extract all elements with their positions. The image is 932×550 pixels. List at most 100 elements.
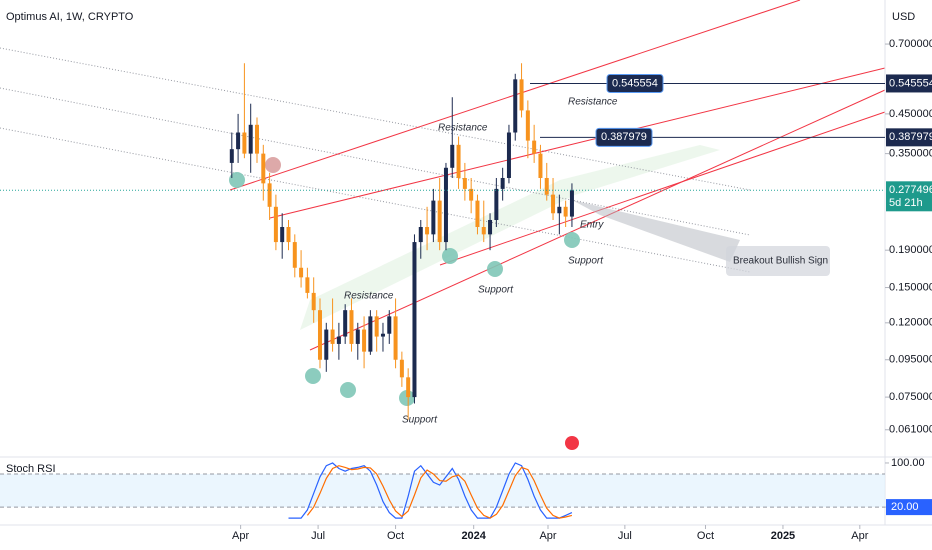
x-tick-label: Oct	[387, 530, 404, 542]
chart-title: Optimus AI, 1W, CRYPTO	[6, 11, 134, 23]
candle-body	[330, 329, 335, 344]
candle-body	[324, 329, 329, 360]
last-price-box	[886, 181, 932, 212]
candle-body	[500, 177, 505, 189]
y-tick-label: 0.700000	[889, 38, 932, 50]
candle-body	[236, 132, 241, 150]
candle-body	[261, 153, 266, 184]
candle-body	[374, 316, 379, 337]
candle-body	[544, 177, 549, 195]
candle-body	[506, 132, 511, 178]
y-tick-label: 0.061000	[889, 424, 932, 436]
candle-body	[406, 377, 411, 398]
candle-body	[431, 200, 436, 235]
channel-line	[309, 89, 886, 351]
price-label: 0.545554	[612, 77, 658, 89]
marker	[442, 248, 458, 264]
candle-body	[488, 219, 493, 235]
candle-body	[469, 188, 474, 201]
y-tick-label: 0.190000	[889, 244, 932, 256]
y-tick-label: 0.450000	[889, 108, 932, 120]
marker	[399, 390, 415, 406]
candle-body	[481, 227, 486, 235]
annotation: Entry	[580, 220, 604, 231]
candle-body	[532, 140, 537, 154]
y-tick-label: 100.00	[891, 457, 925, 469]
annotation: Resistance	[438, 123, 488, 134]
candle-body	[563, 206, 568, 217]
tick-box	[886, 499, 932, 516]
candle-body	[437, 200, 442, 243]
x-tick-label: Jul	[618, 530, 632, 542]
axis-price-label: 0.545554	[889, 77, 932, 89]
annotation: Support	[568, 256, 604, 267]
candle-body	[513, 79, 518, 133]
candle-body	[538, 153, 543, 178]
pane-title: Stoch RSI	[6, 463, 56, 475]
annotation: Resistance	[344, 291, 394, 302]
stoch-line	[306, 465, 573, 519]
marker	[487, 261, 503, 277]
x-tick-label: Apr	[232, 530, 249, 542]
y-tick-label: 0.095000	[889, 354, 932, 366]
arrow	[572, 200, 740, 262]
candle-body	[286, 227, 291, 243]
candle-body	[311, 292, 316, 311]
candle-body	[462, 177, 467, 189]
candle-body	[299, 267, 304, 278]
x-tick-label: Apr	[851, 530, 868, 542]
candle-body	[343, 310, 348, 337]
x-tick-label: 2025	[771, 530, 795, 542]
candle-body	[317, 310, 322, 360]
axis-price-box	[886, 128, 932, 147]
y-tick-label: 0.120000	[889, 317, 932, 329]
candle-body	[557, 206, 562, 214]
trend-line	[0, 47, 751, 191]
x-tick-label: Oct	[697, 530, 714, 542]
candle-body	[412, 242, 417, 398]
x-tick-label: 2024	[461, 530, 486, 542]
candle-body	[280, 227, 285, 243]
candle-body	[475, 200, 480, 228]
candle-body	[349, 310, 354, 344]
last-price-label: 0.277496	[889, 184, 932, 196]
axis-price-label: 0.387979	[889, 131, 932, 143]
candle-body	[519, 79, 524, 111]
candle-body	[368, 316, 373, 352]
candle-body	[292, 242, 297, 268]
candle-body	[393, 316, 398, 360]
callout-box	[726, 246, 830, 276]
y-tick-label: 0.075000	[889, 391, 932, 403]
event-icon	[565, 436, 579, 450]
candle-body	[254, 124, 259, 154]
annotation: Breakout Bullish Sign	[733, 256, 828, 267]
y-tick-label: 20.00	[891, 501, 919, 513]
candle-body	[456, 144, 461, 178]
candle-body	[248, 124, 253, 154]
candle-body	[267, 183, 272, 207]
candle-body	[362, 329, 367, 352]
candle-body	[418, 227, 423, 243]
price-label: 0.387979	[601, 131, 647, 143]
candle-body	[425, 227, 430, 235]
candle-body	[551, 194, 556, 214]
candle-body	[494, 188, 499, 220]
candle-body	[525, 110, 530, 141]
candle-body	[229, 149, 234, 163]
candle-body	[569, 190, 574, 217]
candle-body	[355, 329, 360, 344]
y-tick-label: 0.350000	[889, 148, 932, 160]
candle-body	[443, 167, 448, 243]
candle-body	[387, 316, 392, 334]
marker	[340, 382, 356, 398]
trend-line	[0, 127, 751, 273]
price-box	[606, 73, 664, 93]
countdown: 5d 21h	[889, 197, 923, 209]
candle-body	[336, 336, 341, 344]
candle-body	[305, 277, 310, 293]
stoch-line	[288, 462, 573, 519]
x-tick-label: Apr	[539, 530, 556, 542]
x-tick-label: Jul	[311, 530, 325, 542]
y-tick-label: 0.150000	[889, 281, 932, 293]
